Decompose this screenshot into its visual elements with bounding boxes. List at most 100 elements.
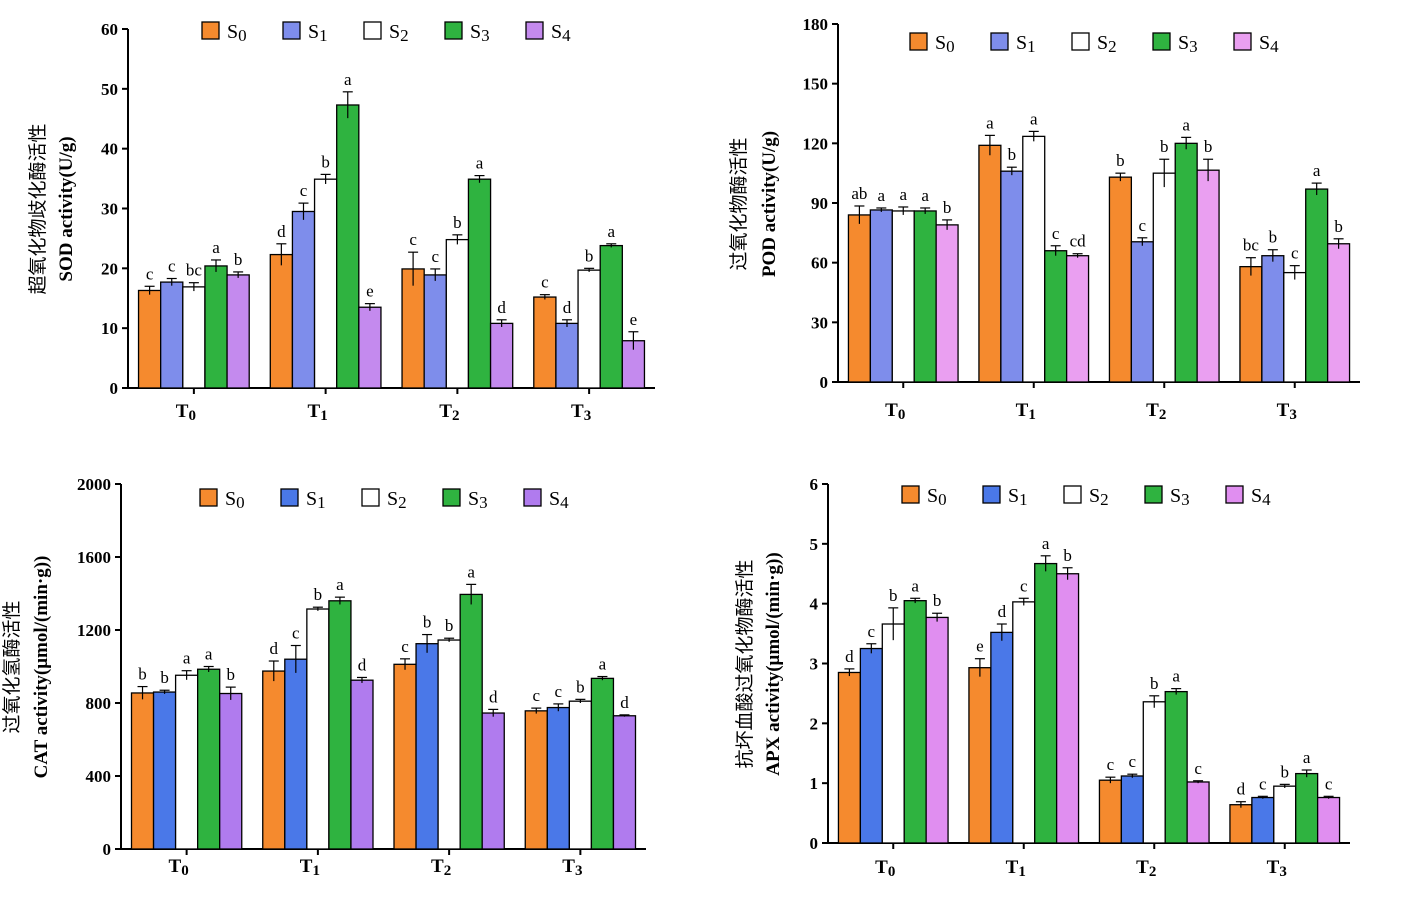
significance-label: e [976,637,984,656]
significance-label: a [183,649,191,668]
legend-swatch-s4 [1233,32,1252,51]
legend-label-s3: S3 [470,21,490,45]
bar-s4-t1 [350,679,374,850]
bar-s3-t0 [913,210,937,383]
bar-s2-t1 [306,608,330,850]
legend-label-s2: S2 [389,21,409,45]
significance-label: d [563,298,572,317]
significance-label: c [1139,216,1147,235]
bar-s1-t0 [869,209,893,383]
x-tick-label-t1: T1 [300,856,320,879]
significance-label: b [576,677,585,696]
x-tick-label-t0: T0 [875,857,895,880]
y-axis-title-chinese: 过氧化氢酶活性 [1,600,23,733]
bar-s3-t3 [599,244,623,389]
legend-label-s3: S3 [1178,32,1198,56]
significance-label: c [533,686,541,705]
y-tick-label: 6 [810,475,819,494]
legend-swatch-s4 [525,21,544,40]
legend-swatch-s1 [990,32,1009,51]
bar-s2-t2 [437,639,461,850]
bar-s3-t3 [1305,188,1329,383]
bar-s2-t3 [1283,271,1307,383]
bar-s1-t3 [546,706,570,850]
bar-s1-t1 [990,631,1014,844]
bar-s3-t0 [903,600,927,844]
x-tick-label-t1: T1 [1016,400,1036,423]
bar-s2-t3 [1273,785,1297,844]
y-axis-title-chinese: 超氧化物歧化酶活性 [27,123,49,294]
bar-s0-t0 [137,289,162,389]
bar-s2-t2 [445,238,470,389]
bar-s3-t2 [1174,142,1198,383]
legend-label-s2: S2 [387,488,407,512]
bar-s3-t2 [1164,690,1188,844]
legend-swatch-s3 [1144,485,1163,504]
legend-label-s3: S3 [1170,485,1190,509]
x-tick-label-t0: T0 [176,401,196,424]
y-axis-title-chinese: 过氧化物酶活性 [728,137,750,270]
significance-label: a [1030,109,1038,128]
y-tick-label: 0 [103,840,112,859]
bar-s2-t1 [1022,135,1046,383]
y-tick-label: 180 [803,15,829,34]
significance-label: c [1325,774,1333,793]
x-tick-label-t2: T2 [1146,400,1166,423]
significance-label: a [344,70,352,89]
significance-label: b [585,246,594,265]
legend-label-s4: S4 [551,21,571,45]
bar-s1-t2 [1130,241,1154,383]
bar-s1-t0 [859,647,883,844]
significance-label: c [1020,576,1028,595]
x-tick-label-t0: T0 [885,400,905,423]
y-tick-label: 3 [810,655,819,674]
y-tick-label: 0 [810,834,819,853]
bar-s0-t1 [968,667,992,844]
legend-label-s1: S1 [308,21,328,45]
significance-label: bc [1243,236,1260,255]
significance-label: b [1008,145,1017,164]
legend-swatch-s2 [361,488,380,507]
bar-s3-t1 [328,600,352,850]
x-tick-label-t3: T3 [1277,400,1297,423]
x-tick-label-t1: T1 [308,401,328,424]
significance-label: d [1237,780,1246,799]
bar-s1-t1 [1000,170,1024,383]
legend-label-s1: S1 [1016,32,1036,56]
bar-s4-t2 [489,322,514,389]
significance-label: c [1194,759,1202,778]
significance-label: b [943,198,952,217]
y-tick-label: 90 [811,194,828,213]
significance-label: d [998,602,1007,621]
legend-swatch-s2 [1063,485,1082,504]
legend-label-s1: S1 [306,488,326,512]
significance-label: c [1291,244,1299,263]
bar-s0-t1 [269,253,294,389]
significance-label: a [1303,748,1311,767]
significance-label: c [1129,752,1137,771]
significance-label: b [445,616,454,635]
significance-label: c [146,264,154,283]
legend-label-s4: S4 [1259,32,1279,56]
x-tick-label-t1: T1 [1006,857,1026,880]
legend-swatch-s4 [1225,485,1244,504]
bar-s4-t3 [1326,243,1351,383]
bar-s1-t2 [423,274,447,389]
y-tick-label: 400 [86,767,112,786]
bar-s3-t3 [590,677,615,850]
significance-label: d [620,693,629,712]
x-tick-label-t3: T3 [571,401,591,424]
significance-label: a [1172,667,1180,686]
bar-s0-t1 [262,670,286,850]
significance-label: d [489,687,498,706]
significance-label: c [541,273,549,292]
bar-s3-t1 [1044,250,1068,383]
legend-swatch-s0 [909,32,928,51]
significance-label: b [1204,137,1213,156]
significance-label: b [160,668,169,687]
significance-label: a [607,222,615,241]
significance-label: a [599,655,607,674]
significance-label: a [467,562,475,581]
